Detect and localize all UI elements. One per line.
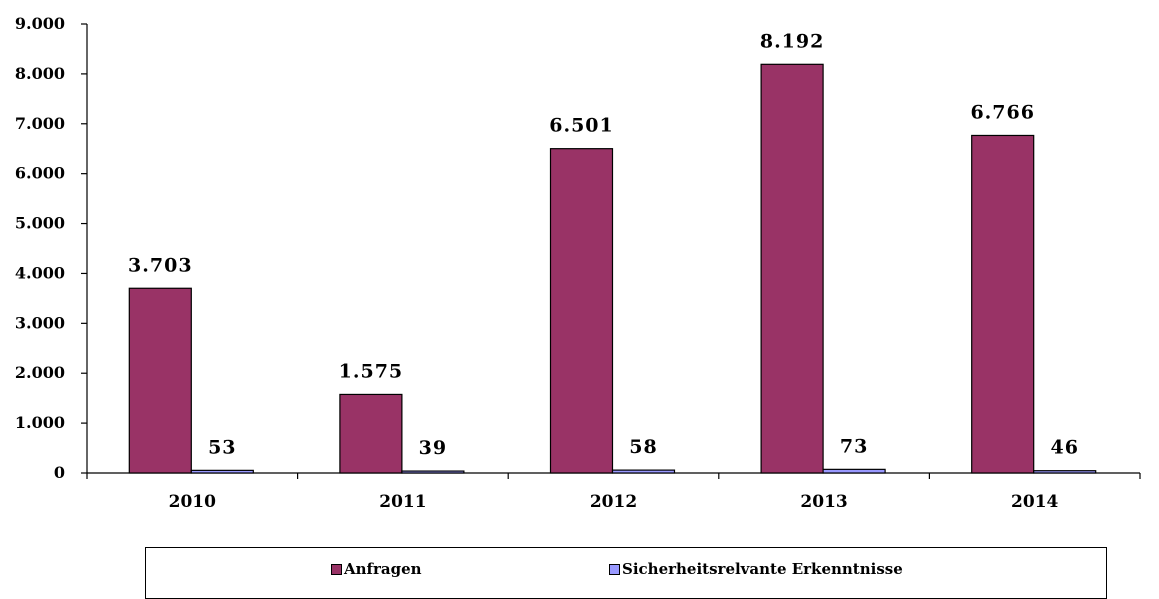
data-label: 53 xyxy=(208,436,236,458)
y-tick-label: 0 xyxy=(54,463,65,482)
data-label: 46 xyxy=(1050,437,1078,459)
data-label: 6.766 xyxy=(970,101,1035,123)
y-tick-label: 9.000 xyxy=(15,14,65,33)
bar-sicherheitsrelevante xyxy=(401,470,465,474)
x-tick-label: 2014 xyxy=(1011,492,1058,512)
data-label: 8.192 xyxy=(760,30,825,52)
legend: Anfragen Sicherheitsrelvante Erkenntniss… xyxy=(145,547,1107,599)
x-tick-label: 2011 xyxy=(379,492,426,512)
bar-sicherheitsrelevante xyxy=(822,468,886,474)
y-tick-label: 5.000 xyxy=(15,214,65,233)
data-label: 39 xyxy=(419,437,447,459)
x-tick-label: 2010 xyxy=(169,492,216,512)
legend-swatch-anfragen xyxy=(331,563,342,575)
legend-label-anfragen: Anfragen xyxy=(344,560,422,578)
data-label: 73 xyxy=(840,435,868,457)
y-tick-label: 7.000 xyxy=(15,114,65,133)
y-tick-label: 4.000 xyxy=(15,263,65,282)
bar-anfragen xyxy=(549,148,614,474)
bar-anfragen xyxy=(971,134,1035,474)
legend-item-anfragen: Anfragen xyxy=(331,560,422,578)
data-label: 1.575 xyxy=(339,360,404,382)
x-tick-label: 2012 xyxy=(590,492,637,512)
bar-anfragen xyxy=(760,63,824,474)
legend-item-sicherheitsrelevante: Sicherheitsrelvante Erkenntnisse xyxy=(609,560,903,578)
x-tick-label: 2013 xyxy=(800,492,847,512)
data-label: 6.501 xyxy=(549,115,614,137)
bar-anfragen xyxy=(339,393,403,474)
bar-sicherheitsrelevante xyxy=(1033,470,1097,474)
data-label: 3.703 xyxy=(128,254,193,276)
legend-label-sicherheitsrelevante: Sicherheitsrelvante Erkenntnisse xyxy=(622,560,903,578)
legend-swatch-sicherheitsrelevante xyxy=(609,563,620,575)
y-tick-label: 6.000 xyxy=(15,164,65,183)
bar-chart: 0 1.000 2.000 3.000 4.000 5.000 6.000 7.000 8.00… xyxy=(15,14,1141,512)
bar-sicherheitsrelevante xyxy=(190,469,254,474)
y-tick-label: 8.000 xyxy=(15,64,65,83)
y-tick-label: 3.000 xyxy=(15,313,65,332)
bar-sicherheitsrelevante xyxy=(611,469,676,474)
y-tick-label: 2.000 xyxy=(15,363,65,382)
bar-anfragen xyxy=(128,287,192,474)
data-label: 58 xyxy=(629,436,657,458)
y-tick-label: 1.000 xyxy=(15,413,65,432)
